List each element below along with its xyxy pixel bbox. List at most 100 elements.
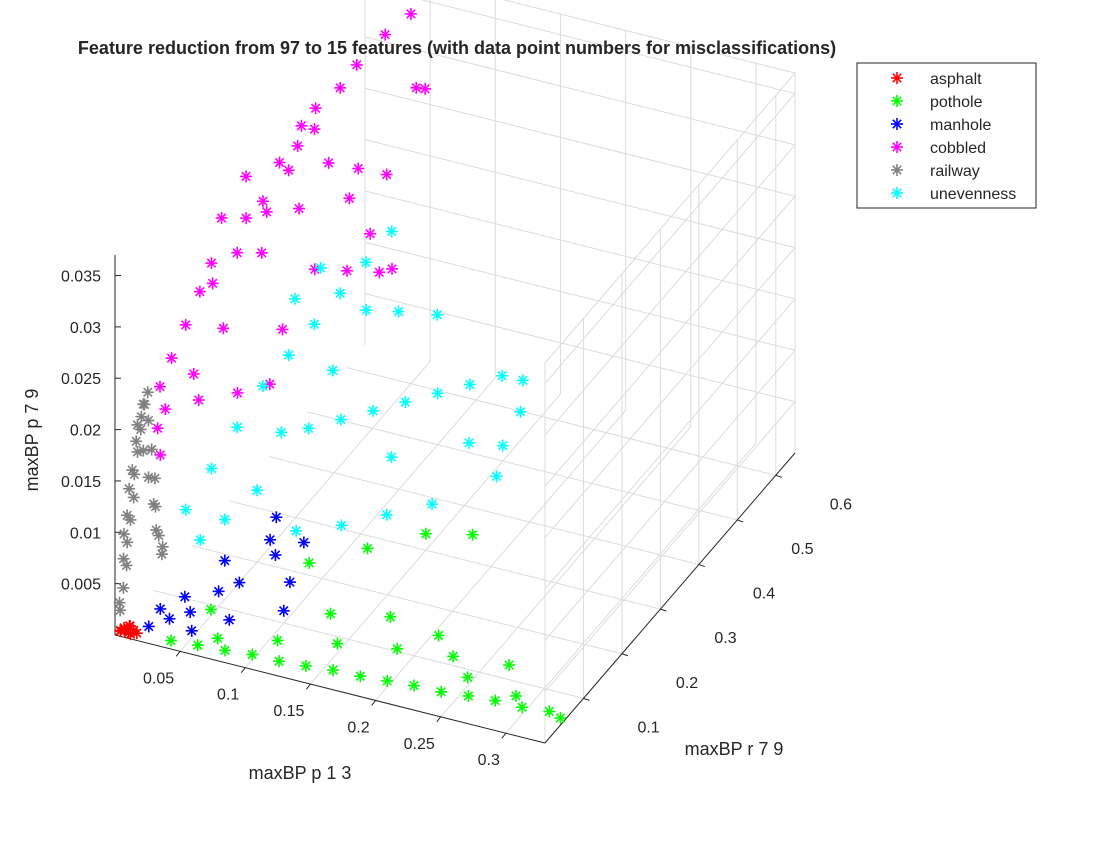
- marker-stroke: [427, 499, 437, 509]
- marker-stroke: [143, 415, 154, 426]
- data-point: [314, 261, 327, 274]
- marker-stroke: [353, 163, 364, 174]
- data-point: [288, 292, 301, 305]
- data-point: [496, 439, 509, 452]
- points-layer: [113, 7, 567, 724]
- data-point: [308, 318, 321, 331]
- data-point: [240, 170, 253, 183]
- marker-stroke: [258, 381, 268, 391]
- marker-stroke: [232, 422, 242, 433]
- marker-stroke: [328, 365, 338, 376]
- data-point: [354, 670, 367, 683]
- data-point: [211, 632, 224, 645]
- x-tick-label: 0.25: [404, 736, 435, 753]
- marker-stroke: [220, 514, 230, 525]
- marker-stroke: [290, 293, 300, 304]
- data-point: [142, 620, 155, 633]
- marker-stroke: [241, 171, 251, 182]
- data-point: [178, 590, 191, 603]
- y-tick-label: 0.1: [637, 719, 659, 736]
- legend-label-unevenness: unevenness: [930, 186, 1016, 203]
- data-point: [309, 102, 322, 115]
- marker-stroke: [157, 549, 167, 559]
- y-tick-mark: [775, 474, 782, 478]
- data-point: [124, 628, 137, 641]
- y-tick-mark: [698, 564, 706, 568]
- gridline: [364, 293, 796, 403]
- legend-marker-unevenness: [891, 187, 903, 199]
- marker-stroke: [143, 472, 154, 483]
- data-point: [391, 642, 404, 655]
- x-axis-line: [114, 634, 546, 744]
- marker-stroke: [294, 203, 304, 214]
- gridline: [544, 247, 796, 538]
- series-manhole: [142, 511, 310, 637]
- data-point: [462, 689, 475, 702]
- data-point: [204, 603, 217, 616]
- data-point: [193, 285, 206, 298]
- marker-stroke: [365, 228, 375, 239]
- data-point: [367, 404, 380, 417]
- z-tick-label: 0.015: [61, 474, 101, 491]
- data-point: [295, 119, 308, 132]
- data-point: [219, 644, 232, 657]
- marker-stroke: [206, 463, 217, 474]
- data-point: [185, 624, 198, 637]
- data-point: [503, 659, 516, 672]
- marker-stroke: [310, 103, 321, 114]
- marker-stroke: [212, 633, 223, 644]
- marker-stroke: [406, 9, 416, 19]
- marker-stroke: [135, 424, 146, 435]
- data-point: [554, 711, 567, 724]
- marker-stroke: [283, 165, 294, 176]
- data-point: [184, 606, 197, 619]
- marker-stroke: [361, 257, 371, 268]
- data-point: [191, 639, 204, 652]
- marker-stroke: [291, 526, 301, 536]
- gridline: [364, 190, 796, 300]
- data-point: [410, 81, 423, 94]
- marker-stroke: [155, 450, 166, 460]
- data-point: [334, 287, 347, 300]
- marker-stroke: [119, 529, 129, 539]
- y-tick-label: 0.4: [753, 586, 775, 603]
- data-point: [187, 367, 200, 380]
- marker-stroke: [497, 371, 507, 381]
- series-railway: [113, 386, 169, 617]
- data-point: [256, 195, 269, 208]
- data-point: [123, 619, 136, 632]
- data-point: [399, 396, 412, 409]
- marker-stroke: [385, 612, 396, 622]
- marker-stroke: [511, 691, 521, 701]
- marker-stroke: [392, 644, 402, 654]
- data-point: [447, 650, 460, 663]
- data-point: [509, 689, 522, 702]
- data-point: [260, 205, 273, 218]
- data-point: [231, 246, 244, 259]
- data-point: [291, 139, 304, 152]
- data-point: [233, 576, 246, 589]
- marker-stroke: [180, 320, 191, 330]
- marker-stroke: [309, 124, 320, 134]
- marker-stroke: [304, 558, 314, 568]
- marker-stroke: [193, 395, 204, 405]
- marker-stroke: [336, 520, 347, 531]
- gridline: [244, 377, 496, 669]
- marker-stroke: [166, 635, 176, 646]
- data-point: [324, 607, 337, 620]
- data-point: [283, 576, 296, 589]
- data-point: [490, 470, 503, 483]
- marker-stroke: [278, 606, 289, 616]
- series-cobbled: [151, 7, 432, 461]
- marker-stroke: [115, 625, 126, 636]
- data-point: [385, 451, 398, 464]
- marker-stroke: [544, 706, 555, 717]
- marker-stroke: [195, 286, 205, 297]
- marker-stroke: [323, 158, 334, 168]
- data-point: [380, 508, 393, 521]
- marker-stroke: [138, 399, 149, 409]
- gridline: [420, 0, 796, 95]
- data-point: [341, 264, 354, 277]
- marker-stroke: [160, 404, 171, 414]
- marker-stroke: [188, 369, 199, 379]
